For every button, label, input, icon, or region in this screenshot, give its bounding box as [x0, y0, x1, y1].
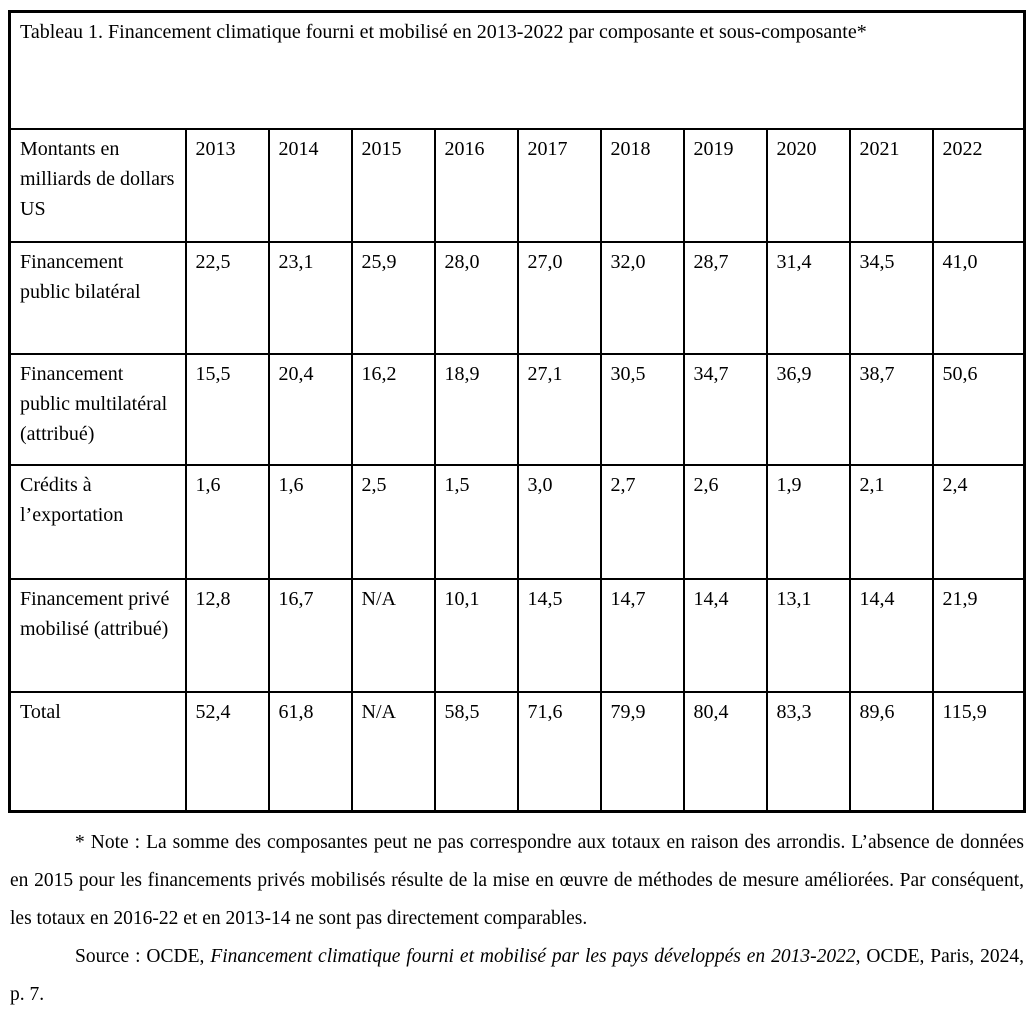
unit-header-cell: Montants en milliards de dollars US	[8, 127, 187, 243]
value-cell: 38,7	[848, 352, 934, 466]
value-cell: 10,1	[433, 577, 519, 693]
value-cell: 31,4	[765, 240, 851, 355]
value-cell: 14,7	[599, 577, 685, 693]
value-cell: 16,7	[267, 577, 353, 693]
table-header-row: Montants en milliards de dollars US 2013…	[8, 127, 1026, 243]
value-cell: 23,1	[267, 240, 353, 355]
value-cell: 41,0	[931, 240, 1026, 355]
value-cell: 2,7	[599, 463, 685, 580]
value-cell: 89,6	[848, 690, 934, 813]
value-cell: 61,8	[267, 690, 353, 813]
year-header-cell: 2020	[765, 127, 851, 243]
value-cell: 2,5	[350, 463, 436, 580]
value-cell: 14,4	[682, 577, 768, 693]
row-label-cell: Crédits à l’exportation	[8, 463, 187, 580]
value-cell: 58,5	[433, 690, 519, 813]
table-title-row: Tableau 1. Financement climatique fourni…	[8, 10, 1026, 130]
value-cell: 80,4	[682, 690, 768, 813]
value-cell: 27,0	[516, 240, 602, 355]
value-cell: 36,9	[765, 352, 851, 466]
value-cell: 15,5	[184, 352, 270, 466]
year-header-cell: 2019	[682, 127, 768, 243]
source-italic-title: Financement climatique fourni et mobilis…	[210, 946, 856, 967]
value-cell: 28,0	[433, 240, 519, 355]
value-cell: 32,0	[599, 240, 685, 355]
row-label-cell: Total	[8, 690, 187, 813]
value-cell: 14,4	[848, 577, 934, 693]
value-cell: 1,6	[267, 463, 353, 580]
value-cell: 34,5	[848, 240, 934, 355]
footnote-paragraph: * Note : La somme des composantes peut n…	[10, 832, 1024, 929]
value-cell: 83,3	[765, 690, 851, 813]
value-cell: 115,9	[931, 690, 1026, 813]
value-cell: 1,9	[765, 463, 851, 580]
year-header-cell: 2014	[267, 127, 353, 243]
year-header-cell: 2016	[433, 127, 519, 243]
year-header-cell: 2015	[350, 127, 436, 243]
year-header-cell: 2017	[516, 127, 602, 243]
table-row: Financement public multilatéral (attribu…	[8, 352, 1026, 466]
year-header-cell: 2022	[931, 127, 1026, 243]
table-total-row: Total 52,4 61,8 N/A 58,5 71,6 79,9 80,4 …	[8, 690, 1026, 813]
value-cell: 12,8	[184, 577, 270, 693]
value-cell: 27,1	[516, 352, 602, 466]
table-row: Financement privé mobilisé (attribué) 12…	[8, 577, 1026, 693]
table-row: Financement public bilatéral 22,5 23,1 2…	[8, 240, 1026, 355]
value-cell: 28,7	[682, 240, 768, 355]
value-cell: 16,2	[350, 352, 436, 466]
value-cell: N/A	[350, 690, 436, 813]
value-cell: 3,0	[516, 463, 602, 580]
value-cell: 2,1	[848, 463, 934, 580]
value-cell: 25,9	[350, 240, 436, 355]
source-prefix: Source : OCDE,	[75, 946, 211, 967]
value-cell: 50,6	[931, 352, 1026, 466]
year-header-cell: 2021	[848, 127, 934, 243]
table-row: Crédits à l’exportation 1,6 1,6 2,5 1,5 …	[8, 463, 1026, 580]
value-cell: 14,5	[516, 577, 602, 693]
value-cell: 71,6	[516, 690, 602, 813]
value-cell: 22,5	[184, 240, 270, 355]
value-cell: 13,1	[765, 577, 851, 693]
value-cell: 1,5	[433, 463, 519, 580]
year-header-cell: 2018	[599, 127, 685, 243]
value-cell: 79,9	[599, 690, 685, 813]
row-label-cell: Financement privé mobilisé (attribué)	[8, 577, 187, 693]
value-cell: 20,4	[267, 352, 353, 466]
value-cell: 2,6	[682, 463, 768, 580]
value-cell: 1,6	[184, 463, 270, 580]
row-label-cell: Financement public multilatéral (attribu…	[8, 352, 187, 466]
climate-finance-table: Tableau 1. Financement climatique fourni…	[8, 10, 1026, 813]
value-cell: 52,4	[184, 690, 270, 813]
notes-section: * Note : La somme des composantes peut n…	[8, 824, 1026, 1014]
year-header-cell: 2013	[184, 127, 270, 243]
row-label-cell: Financement public bilatéral	[8, 240, 187, 355]
value-cell: 2,4	[931, 463, 1026, 580]
value-cell: 18,9	[433, 352, 519, 466]
source-paragraph: Source : OCDE, Financement climatique fo…	[10, 938, 1024, 1014]
value-cell: 21,9	[931, 577, 1026, 693]
source-suffix: , OCDE, Paris, 2024, p. 7.	[10, 946, 1024, 1005]
table-title: Tableau 1. Financement climatique fourni…	[8, 10, 1026, 130]
value-cell: N/A	[350, 577, 436, 693]
value-cell: 30,5	[599, 352, 685, 466]
value-cell: 34,7	[682, 352, 768, 466]
